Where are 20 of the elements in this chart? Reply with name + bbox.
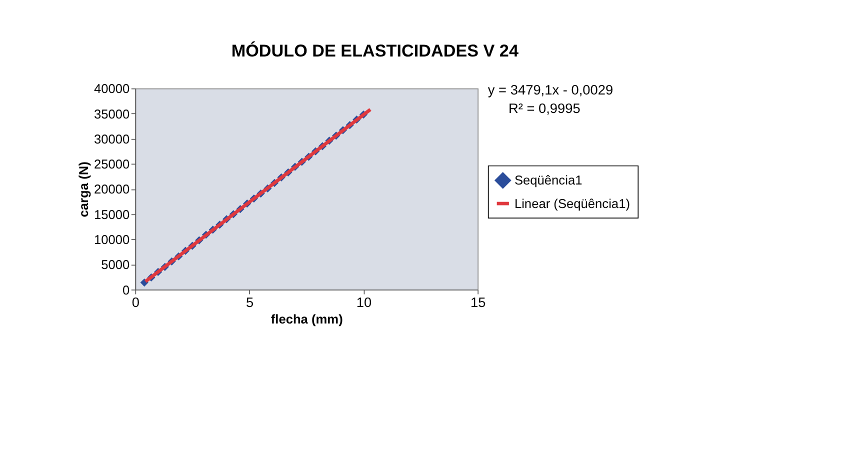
- x-tick-label: 15: [470, 295, 486, 310]
- y-axis-title: carga (N): [76, 162, 91, 218]
- y-tick-label: 10000: [94, 232, 130, 247]
- y-tick-label: 15000: [94, 206, 130, 222]
- x-tick-label: 10: [356, 295, 372, 310]
- y-tick-label: 35000: [94, 106, 130, 122]
- y-tick-label: 20000: [94, 182, 130, 197]
- y-tick-label: 40000: [94, 81, 130, 96]
- y-tick-label: 5000: [101, 257, 130, 272]
- x-tick-label: 5: [246, 295, 254, 310]
- text: y = 3479,1x - 0,0029: [488, 82, 614, 98]
- x-tick-label: 0: [132, 295, 140, 310]
- chart-title: MÓDULO DE ELASTICIDADES V 24: [231, 40, 519, 61]
- y-tick-label: 30000: [94, 131, 130, 146]
- text: R² = 0,9995: [508, 101, 581, 116]
- x-axis-title: flecha (mm): [270, 311, 343, 326]
- y-tick-label: 0: [122, 282, 130, 298]
- legend-label: Linear (Seqüência1): [514, 196, 630, 211]
- y-tick-label: 25000: [94, 156, 130, 172]
- legend-label: Seqüência1: [514, 172, 582, 188]
